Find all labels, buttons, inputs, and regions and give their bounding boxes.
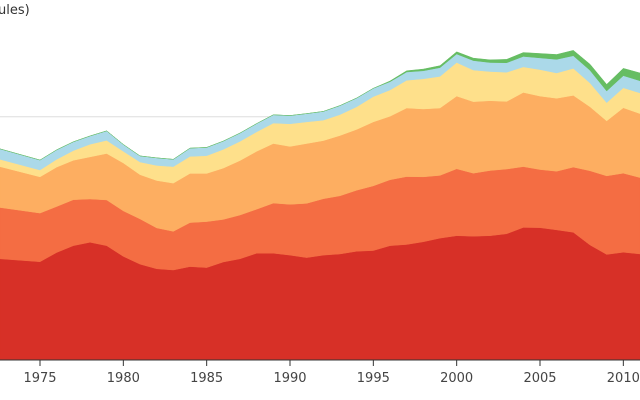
x-tick-label-1975: 1975 bbox=[23, 371, 56, 386]
x-axis: 1975 1980 1985 1990 1995 2000 2005 2010 bbox=[0, 359, 640, 386]
x-tick-label-1985: 1985 bbox=[190, 371, 223, 386]
series-areas bbox=[0, 50, 640, 361]
y-axis-label: ules) bbox=[0, 3, 30, 18]
x-tick-label-1995: 1995 bbox=[357, 371, 390, 386]
x-tick-label-2010: 2010 bbox=[607, 371, 640, 386]
x-tick-label-2000: 2000 bbox=[440, 371, 473, 386]
x-tick-label-2005: 2005 bbox=[523, 371, 556, 386]
x-tick-label-1990: 1990 bbox=[273, 371, 306, 386]
x-tick-label-1980: 1980 bbox=[107, 371, 140, 386]
series-area-5 bbox=[0, 50, 640, 161]
